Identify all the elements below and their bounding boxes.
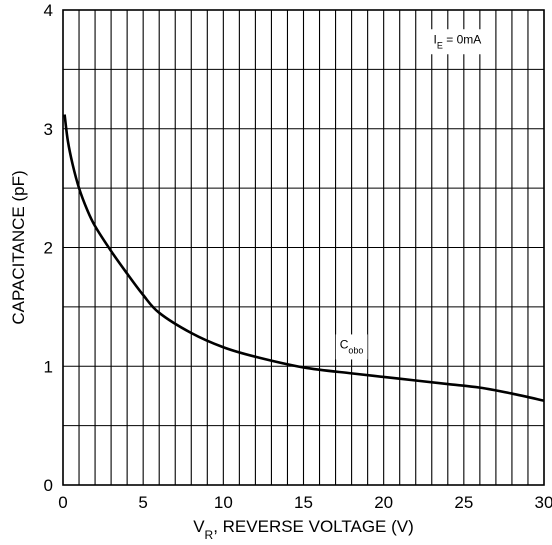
annotation-background <box>335 334 368 360</box>
y-tick-label: 2 <box>44 239 53 258</box>
y-axis-label: CAPACITANCE (pF) <box>9 170 28 324</box>
x-axis-label-sub: R <box>205 528 214 542</box>
annotations: IE = 0mA Cobo <box>335 29 486 360</box>
x-axis-label-rest: , REVERSE VOLTAGE (V) <box>213 517 414 536</box>
y-tick-label: 4 <box>44 1 53 20</box>
x-tick-label: 5 <box>138 493 147 512</box>
y-tick-label: 3 <box>44 120 53 139</box>
plot-frame <box>62 9 545 486</box>
y-tick-label: 0 <box>44 476 53 495</box>
x-tick-label: 10 <box>214 493 233 512</box>
x-tick-label: 30 <box>535 493 552 512</box>
annotation-rest: = 0mA <box>443 32 481 46</box>
x-tick-label: 0 <box>58 493 67 512</box>
x-tick-label: 25 <box>454 493 473 512</box>
annotation-sub: obo <box>348 345 363 355</box>
x-tick-label: 15 <box>294 493 313 512</box>
x-axis-label-main: V <box>193 517 205 536</box>
series-cobo-line <box>63 114 545 402</box>
annotation-text: IE = 0mA <box>434 32 482 50</box>
annotation-main: I <box>434 32 437 46</box>
y-tick-label: 1 <box>44 357 53 376</box>
annotation-background <box>429 29 486 55</box>
annotation-main: C <box>340 337 349 351</box>
annotation-cobo: Cobo <box>335 334 368 360</box>
annotation-ie: IE = 0mA <box>429 29 486 55</box>
x-tick-label: 20 <box>374 493 393 512</box>
x-axis-label: VR, REVERSE VOLTAGE (V) <box>193 517 414 542</box>
annotation-text: Cobo <box>340 337 364 355</box>
tick-labels: 0 5 10 15 20 25 30 0 1 2 3 4 <box>44 1 552 512</box>
grid <box>62 9 545 486</box>
annotation-sub: E <box>437 40 443 50</box>
